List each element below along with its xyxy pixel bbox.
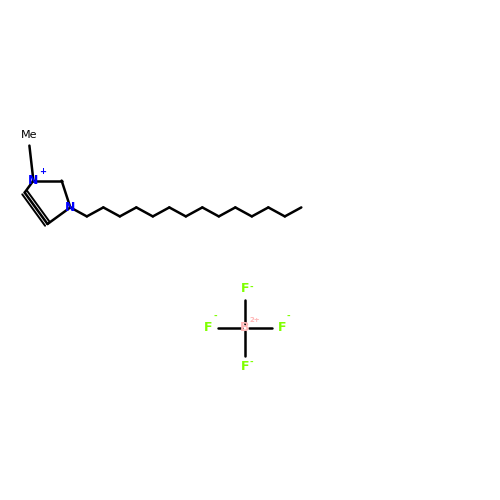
Text: F: F: [204, 321, 212, 334]
Text: -: -: [250, 358, 254, 366]
Text: F: F: [278, 321, 286, 334]
Text: -: -: [250, 282, 254, 292]
Text: +: +: [39, 167, 46, 176]
Text: 2+: 2+: [250, 316, 260, 322]
Text: Me: Me: [21, 130, 38, 140]
Text: -: -: [214, 312, 217, 321]
Text: F: F: [241, 282, 249, 295]
Text: -: -: [286, 312, 290, 321]
Text: N: N: [28, 174, 38, 187]
Text: B: B: [240, 321, 250, 334]
Text: F: F: [241, 360, 249, 373]
Text: N: N: [65, 201, 76, 214]
